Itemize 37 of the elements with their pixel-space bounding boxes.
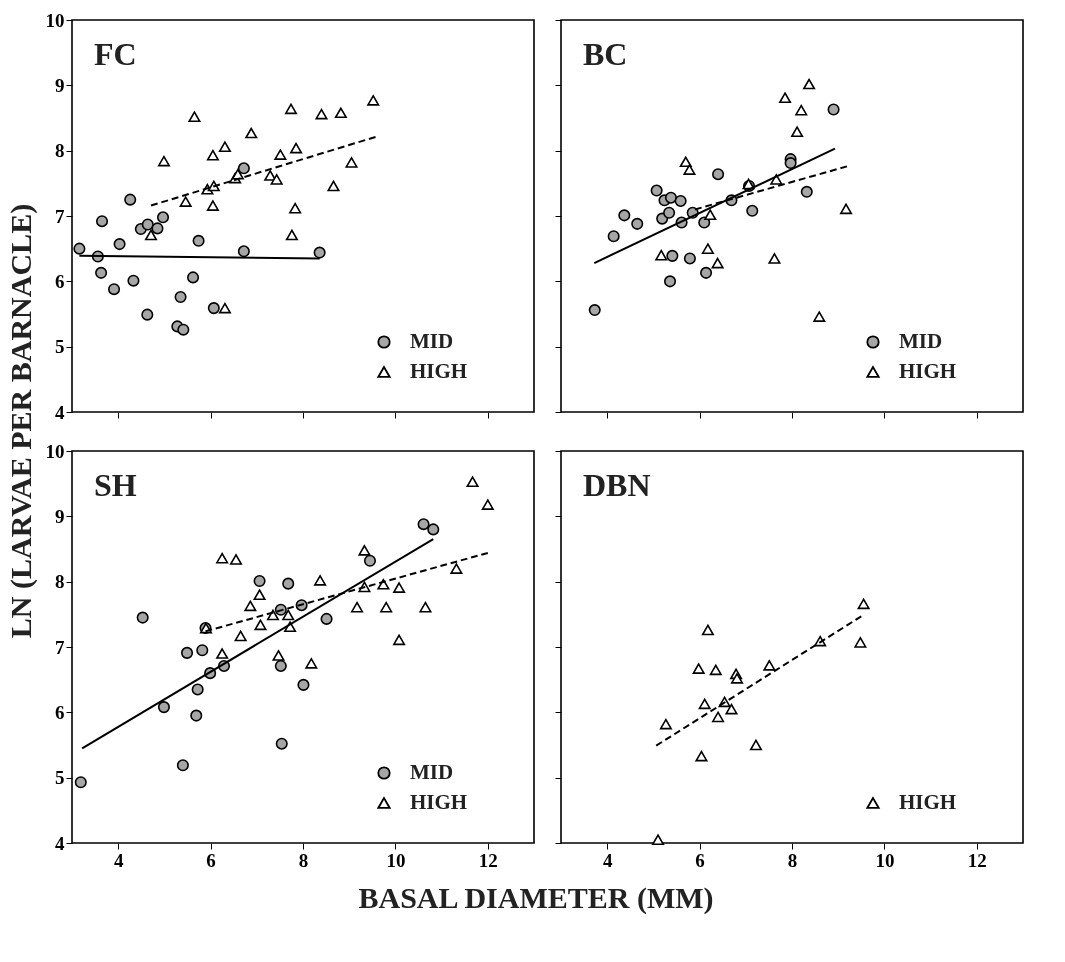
legend-label: MID <box>899 329 943 353</box>
x-tick-label: 8 <box>298 849 309 871</box>
legend-label: HIGH <box>410 790 468 814</box>
y-tick-label: 8 <box>55 140 65 162</box>
y-tick-label: 5 <box>55 336 65 358</box>
y-tick-label: 4 <box>55 832 65 854</box>
text: FC <box>94 36 137 72</box>
x-tick-label: 6 <box>206 849 216 871</box>
legend-label: MID <box>410 329 454 353</box>
x-tick-label: 8 <box>787 849 798 871</box>
text: SH <box>94 467 137 503</box>
text: BC <box>583 36 628 72</box>
x-tick-label: 12 <box>967 849 987 871</box>
y-tick-label: 9 <box>55 505 65 527</box>
y-tick-label: 10 <box>45 440 65 462</box>
x-tick-label: 10 <box>386 849 406 871</box>
y-tick-label: 9 <box>55 74 65 96</box>
y-tick-label: 6 <box>55 701 65 723</box>
x-tick-label: 4 <box>602 849 613 871</box>
x-tick-label: 4 <box>113 849 124 871</box>
y-tick-label: 5 <box>55 767 65 789</box>
legend-label: HIGH <box>899 359 957 383</box>
y-axis-title: LN (LARVAE PER BARNACLE) <box>4 203 38 639</box>
legend-label: HIGH <box>410 359 468 383</box>
y-tick-label: 8 <box>55 571 65 593</box>
x-tick-label: 10 <box>875 849 895 871</box>
y-tick-label: 6 <box>55 270 65 292</box>
y-tick-label: 7 <box>55 205 65 227</box>
x-axis-title: BASAL DIAMETER (MM) <box>358 881 714 915</box>
y-tick-label: 10 <box>45 9 65 31</box>
legend-label: HIGH <box>899 790 957 814</box>
y-tick-label: 7 <box>55 636 65 658</box>
y-tick-label: 4 <box>55 401 65 423</box>
x-tick-label: 12 <box>478 849 498 871</box>
text: DBN <box>583 467 651 503</box>
legend-label: MID <box>410 760 454 784</box>
x-tick-label: 6 <box>695 849 705 871</box>
